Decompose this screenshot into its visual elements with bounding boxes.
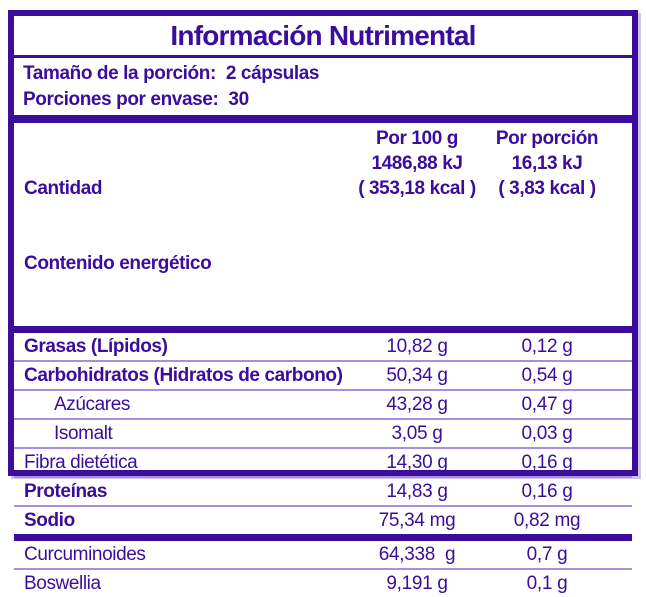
table-row: Isomalt 3,05 g 0,03 g (14, 418, 632, 447)
table-row: Carbohidratos (Hidratos de carbono) 50,34… (14, 360, 632, 389)
per-100g-column-header: Por 100 g 1486,88 kJ ( 353,18 kcal ) (342, 126, 492, 201)
per-portion-value: 0,03 g (521, 422, 573, 444)
per-100g-value: 75,34 mg (378, 509, 456, 531)
active-ingredient-rows: Curcuminoides 64,338 g 0,7 g Boswellia 9,191… (14, 534, 632, 597)
serving-size-label: Tamaño de la porción: (23, 63, 216, 84)
table-row: Curcuminoides 64,338 g 0,7 g (14, 541, 632, 568)
serving-size-value: 2 cápsulas (225, 63, 320, 84)
nutrient-name: Proteínas (24, 480, 107, 502)
per-portion-value: 0,12 g (521, 335, 573, 357)
nutrient-rows: Grasas (Lípidos) 10,82 g 0,12 g Carbohidrat… (14, 333, 632, 534)
per-100g-value: 9,191 g (386, 572, 448, 594)
per-portion-value: 0,7 g (526, 543, 568, 565)
table-row: Grasas (Lípidos) 10,82 g 0,12 g (14, 333, 632, 360)
servings-per-container-label: Porciones por envase: (23, 89, 219, 110)
per-portion-header: Por porción (495, 128, 599, 149)
per-portion-value: 0,47 g (521, 393, 573, 415)
energy-header-section: Cantidad Contenido energético Por 100 g … (14, 123, 632, 333)
per-100g-kcal: ( 353,18 kcal ) (358, 178, 476, 199)
amount-label: Cantidad (24, 178, 103, 199)
per-portion-value: 0,54 g (521, 364, 573, 386)
nutrient-name: Boswellia (24, 572, 101, 594)
panel-header: Información Nutrimental (14, 16, 632, 58)
nutrient-name: Curcuminoides (24, 543, 146, 565)
per-portion-value: 0,1 g (526, 572, 568, 594)
per-100g-value: 43,28 g (386, 393, 448, 415)
per-100g-value: 50,34 g (386, 364, 448, 386)
nutrient-name: Isomalt (54, 422, 113, 444)
nutrient-name: Carbohidratos (Hidratos de carbono) (24, 364, 343, 386)
per-100g-header: Por 100 g (376, 128, 458, 149)
nutrient-name: Azúcares (54, 393, 131, 415)
per-portion-kcal: ( 3,83 kcal ) (498, 178, 596, 199)
nutrition-facts-panel: Información Nutrimental Tamaño de la por… (8, 10, 638, 594)
servings-per-container-line: Porciones por envase: 30 (23, 87, 632, 113)
panel-title: Información Nutrimental (170, 19, 476, 51)
per-portion-value: 0,16 g (521, 480, 573, 502)
per-100g-value: 14,83 g (386, 480, 448, 502)
per-100g-value: 64,338 g (378, 543, 456, 565)
table-row: Azúcares 43,28 g 0,47 g (14, 389, 632, 418)
nutrient-name: Grasas (Lípidos) (24, 335, 168, 357)
per-portion-kj: 16,13 kJ (511, 153, 583, 174)
table-row: Sodio 75,34 mg 0,82 mg (14, 505, 632, 534)
per-portion-column-header: Por porción 16,13 kJ ( 3,83 kcal ) (492, 126, 602, 201)
per-100g-value: 3,05 g (391, 422, 443, 444)
per-portion-value: 0,16 g (521, 451, 573, 473)
energy-labels: Cantidad Contenido energético (24, 126, 342, 326)
per-100g-value: 10,82 g (386, 335, 448, 357)
serving-info-section: Tamaño de la porción: 2 cápsulas Porcione… (14, 58, 632, 123)
per-100g-kj: 1486,88 kJ (371, 153, 463, 174)
serving-size-line: Tamaño de la porción: 2 cápsulas (23, 61, 632, 87)
nutrient-name: Fibra dietética (24, 451, 138, 473)
servings-per-container-value: 30 (228, 89, 249, 110)
table-row: Proteínas 14,83 g 0,16 g (14, 476, 632, 505)
energy-content-label: Contenido energético (24, 253, 212, 274)
nutrient-name: Sodio (24, 509, 75, 531)
per-100g-value: 14,30 g (386, 451, 448, 473)
table-row: Fibra dietética 14,30 g 0,16 g (14, 447, 632, 476)
per-portion-value: 0,82 mg (513, 509, 581, 531)
table-row: Boswellia 9,191 g 0,1 g (14, 568, 632, 597)
